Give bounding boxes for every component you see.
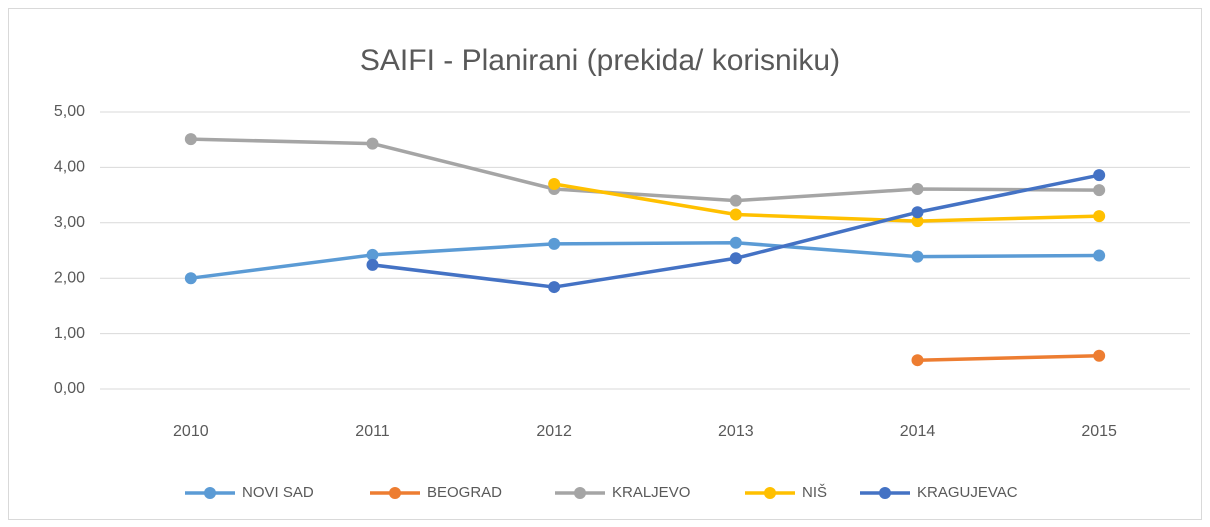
data-point (911, 206, 924, 219)
x-tick-label: 2012 (536, 423, 572, 440)
data-point (729, 236, 742, 249)
series-line (553, 182, 1100, 223)
data-point (548, 178, 561, 191)
data-point (911, 183, 924, 196)
y-tick-label: 2,00 (54, 269, 85, 286)
series-line (190, 240, 1100, 280)
legend-marker (879, 487, 891, 499)
data-point (366, 248, 379, 261)
legend-label: NIŠ (802, 484, 827, 501)
data-point (548, 237, 561, 250)
chart-title: SAIFI - Planirani (prekida/ korisniku) (360, 44, 840, 77)
data-point (184, 133, 197, 146)
x-tick-label: 2010 (173, 423, 209, 440)
series-line (190, 137, 1100, 203)
y-tick-label: 4,00 (54, 159, 85, 176)
data-point (548, 281, 561, 294)
data-point (1093, 349, 1106, 362)
data-point (729, 208, 742, 221)
series-line (917, 354, 1100, 362)
legend-marker (574, 487, 586, 499)
y-tick-label: 5,00 (54, 103, 85, 120)
data-point (729, 194, 742, 207)
y-tick-label: 0,00 (54, 380, 85, 397)
data-point (1093, 184, 1106, 197)
legend-label: KRALJEVO (612, 484, 690, 501)
data-point (911, 250, 924, 263)
data-point (1093, 169, 1106, 182)
legend-label: BEOGRAD (427, 484, 502, 501)
y-tick-label: 1,00 (54, 325, 85, 342)
data-point (366, 137, 379, 150)
x-tick-label: 2015 (1081, 423, 1117, 440)
x-tick-label: 2014 (900, 423, 936, 440)
legend-marker (389, 487, 401, 499)
x-tick-label: 2013 (718, 423, 754, 440)
data-point (729, 252, 742, 265)
x-tick-label: 2011 (355, 423, 390, 440)
legend-label: NOVI SAD (242, 484, 314, 501)
data-point (911, 354, 924, 367)
data-point (1093, 210, 1106, 223)
legend-marker (764, 487, 776, 499)
legend-marker (204, 487, 216, 499)
data-point (366, 258, 379, 271)
data-point (184, 272, 197, 285)
data-point (1093, 249, 1106, 262)
y-tick-label: 3,00 (54, 214, 85, 231)
legend-label: KRAGUJEVAC (917, 484, 1018, 501)
chart-frame (8, 8, 1202, 520)
data-point (911, 215, 924, 228)
